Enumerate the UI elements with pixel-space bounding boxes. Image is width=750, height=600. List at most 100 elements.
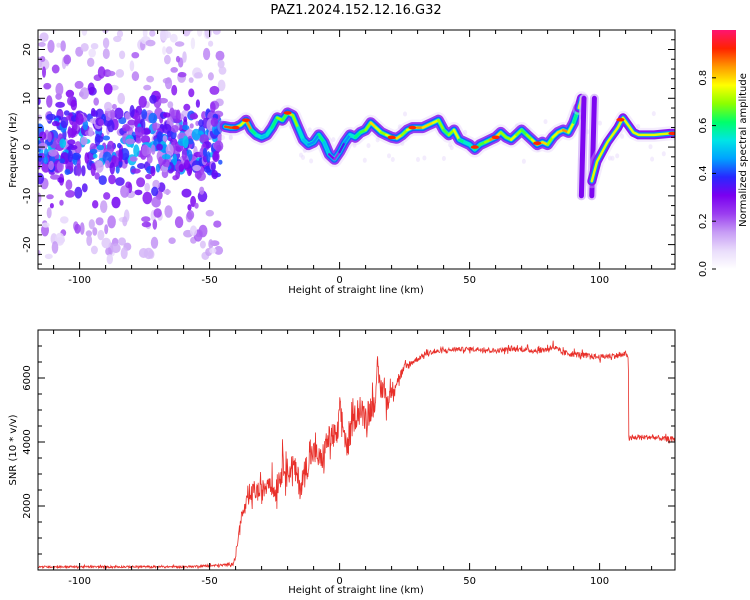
snr-panel: -100 -50 0 50 100 2000 4000 6000 Height of stra…: [8, 329, 676, 596]
noise-blob: [212, 151, 220, 163]
ridge-core: [343, 133, 352, 144]
noise-blob: [178, 164, 185, 173]
noise-blob: [90, 107, 96, 117]
peak-mark: [408, 125, 417, 130]
noise-blob: [213, 220, 222, 228]
ridge-core: [296, 126, 305, 141]
noise-blob: [129, 60, 135, 72]
noise-blob: [84, 152, 90, 164]
noise-blob: [101, 237, 111, 249]
noise-blob: [218, 159, 223, 165]
noise-blob: [102, 48, 110, 60]
noise-blob: [309, 158, 314, 164]
noise-blob: [150, 165, 156, 177]
noise-blob: [190, 195, 197, 208]
noise-blob: [74, 80, 84, 89]
noise-blob: [41, 222, 50, 228]
peak-mark: [231, 125, 240, 130]
noise-blob: [150, 236, 159, 249]
noise-blob: [74, 223, 81, 234]
noise-blob: [416, 157, 420, 162]
noise-blob: [162, 135, 168, 142]
noise-blob: [87, 82, 95, 95]
noise-blob: [38, 153, 43, 162]
noise-blob: [97, 229, 105, 241]
noise-blob: [307, 127, 312, 133]
peak-mark: [283, 111, 292, 115]
noise-blob: [60, 40, 66, 52]
noise-blob: [151, 186, 159, 197]
noise-blob: [138, 95, 147, 108]
noise-blob: [144, 182, 150, 192]
noise-blob: [88, 48, 96, 58]
noise-blob: [118, 237, 126, 246]
colorbar-tick-label: 0.6: [698, 118, 709, 134]
noise-blob: [104, 224, 109, 235]
noise-blob: [43, 82, 52, 90]
noise-blob: [301, 155, 305, 160]
noise-blob: [100, 200, 108, 214]
noise-blob: [209, 85, 220, 95]
noise-blob: [651, 111, 656, 117]
noise-blob: [90, 163, 96, 177]
noise-blob: [104, 101, 113, 112]
noise-blob: [131, 52, 140, 59]
noise-blob: [46, 95, 53, 108]
ridge-core: [322, 140, 331, 156]
noise-blob: [65, 190, 75, 198]
noise-blob: [615, 153, 620, 159]
noise-blob: [46, 113, 56, 121]
noise-blob: [47, 131, 52, 143]
noise-blob: [59, 138, 67, 149]
noise-blob: [109, 162, 116, 175]
ridge-core: [364, 121, 373, 132]
noise-blob: [162, 46, 167, 55]
noise-blob: [44, 253, 53, 260]
noise-blob: [38, 192, 42, 204]
noise-blob: [175, 55, 181, 63]
noise-blob: [189, 113, 199, 120]
noise-blob: [115, 177, 125, 186]
ridge-core: [452, 128, 461, 141]
noise-blob: [70, 99, 78, 111]
noise-blob: [131, 168, 141, 174]
noise-blob: [47, 39, 55, 53]
noise-blob: [203, 165, 212, 173]
noise-blob: [543, 119, 548, 125]
noise-blob: [165, 143, 174, 157]
noise-blob: [171, 124, 179, 133]
noise-blob: [74, 141, 82, 154]
noise-blob: [51, 241, 59, 254]
noise-blob: [161, 154, 171, 160]
noise-blob: [221, 135, 225, 140]
noise-blob: [79, 222, 85, 235]
noise-blob: [120, 185, 130, 198]
noise-blob: [149, 94, 157, 104]
noise-blob: [175, 109, 181, 122]
noise-blob: [636, 123, 641, 129]
noise-blob: [67, 144, 78, 150]
noise-blob: [181, 148, 187, 161]
noise-blob: [80, 43, 89, 52]
snr-x-axis-label: Height of straight line (km): [288, 585, 424, 596]
noise-blob: [156, 131, 163, 143]
noise-blob: [113, 35, 122, 43]
noise-blob: [106, 140, 115, 154]
noise-blob: [149, 30, 156, 37]
noise-blob: [228, 134, 233, 140]
noise-blob: [189, 123, 194, 129]
noise-blob: [76, 164, 82, 177]
noise-blob: [65, 179, 73, 191]
peak-mark: [491, 135, 500, 140]
noise-blob: [463, 129, 468, 135]
ridge-core: [333, 150, 341, 161]
noise-blob: [55, 101, 65, 108]
noise-blob: [140, 135, 151, 144]
noise-blob: [217, 79, 226, 92]
ridge-core: [291, 114, 300, 129]
x-tick-label: 0: [336, 275, 342, 286]
noise-blob: [610, 155, 615, 161]
noise-blob: [81, 165, 86, 177]
noise-blob: [182, 135, 189, 149]
noise-blob: [117, 142, 122, 149]
